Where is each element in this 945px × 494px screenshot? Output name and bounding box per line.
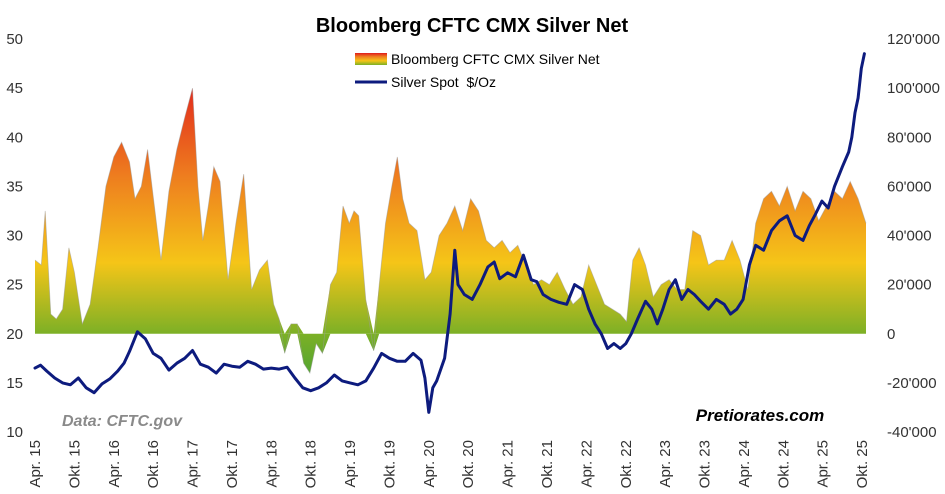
x-axis-tick-label: Okt. 25 [854,440,871,488]
net-positions-area [35,88,866,334]
left-axis-ticks: 10 15 20 25 30 35 40 45 50 [6,31,23,441]
left-axis-tick-label: 35 [6,178,23,195]
left-axis-tick-label: 30 [6,228,23,245]
x-axis-tick-label: Apr. 19 [342,440,359,488]
x-axis-tick-label: Okt. 17 [224,440,241,488]
brand-watermark: Pretiorates.com [696,406,825,425]
x-axis-ticks: Apr. 15 Okt. 15 Apr. 16 Okt. 16 Apr. 17 Okt. … [27,440,871,488]
chart-title: Bloomberg CFTC CMX Silver Net [316,15,629,37]
legend-swatch-net [355,53,387,65]
source-note: Data: CFTC.gov [62,413,183,430]
left-axis-tick-label: 15 [6,375,23,392]
x-axis-tick-label: Apr. 25 [815,440,832,488]
x-axis-tick-label: Okt. 24 [775,440,792,488]
x-axis-tick-label: Okt. 20 [460,440,477,488]
legend-label-spot: Silver Spot $/Oz [391,74,496,90]
x-axis-tick-label: Okt. 19 [382,440,399,488]
x-axis-tick-label: Apr. 18 [263,440,280,488]
right-axis-ticks: -40'000 -20'000 0 20'000 40'000 60'000 80'000 1… [887,31,940,441]
right-axis-tick-label: 0 [887,326,895,343]
x-axis-tick-label: Okt. 22 [618,440,635,488]
left-axis-tick-label: 10 [6,424,23,441]
x-axis-tick-label: Apr. 24 [736,440,753,488]
net-positions-area-negative [35,333,866,374]
net-positions-area-layer [34,87,867,375]
x-axis-tick-label: Apr. 23 [657,440,674,488]
right-axis-tick-label: 40'000 [887,228,932,245]
legend: Bloomberg CFTC CMX Silver Net Silver Spo… [355,51,600,90]
x-axis-tick-label: Apr. 15 [27,440,44,488]
right-axis-tick-label: 80'000 [887,129,932,146]
right-axis-tick-label: 100'000 [887,80,940,97]
x-axis-tick-label: Okt. 21 [539,440,556,488]
right-axis-tick-label: -20'000 [887,375,937,392]
left-axis-tick-label: 40 [6,129,23,146]
x-axis-tick-label: Apr. 22 [578,440,595,488]
x-axis-tick-label: Okt. 18 [303,440,320,488]
x-axis-tick-label: Okt. 16 [145,440,162,488]
x-axis-tick-label: Apr. 16 [106,440,123,488]
right-axis-tick-label: 60'000 [887,178,932,195]
x-axis-tick-label: Okt. 23 [697,440,714,488]
silver-spot-line [33,52,866,414]
right-axis-tick-label: -40'000 [887,424,937,441]
x-axis-tick-label: Okt. 15 [66,440,83,488]
legend-label-net: Bloomberg CFTC CMX Silver Net [391,51,600,67]
right-axis-tick-label: 20'000 [887,277,932,294]
left-axis-tick-label: 20 [6,326,23,343]
right-axis-tick-label: 120'000 [887,31,940,48]
x-axis-tick-label: Apr. 17 [185,440,202,488]
x-axis-tick-label: Apr. 21 [500,440,517,488]
net-positions-outline [34,87,867,375]
left-axis-tick-label: 45 [6,80,23,97]
left-axis-tick-label: 25 [6,277,23,294]
left-axis-tick-label: 50 [6,31,23,48]
x-axis-tick-label: Apr. 20 [421,440,438,488]
